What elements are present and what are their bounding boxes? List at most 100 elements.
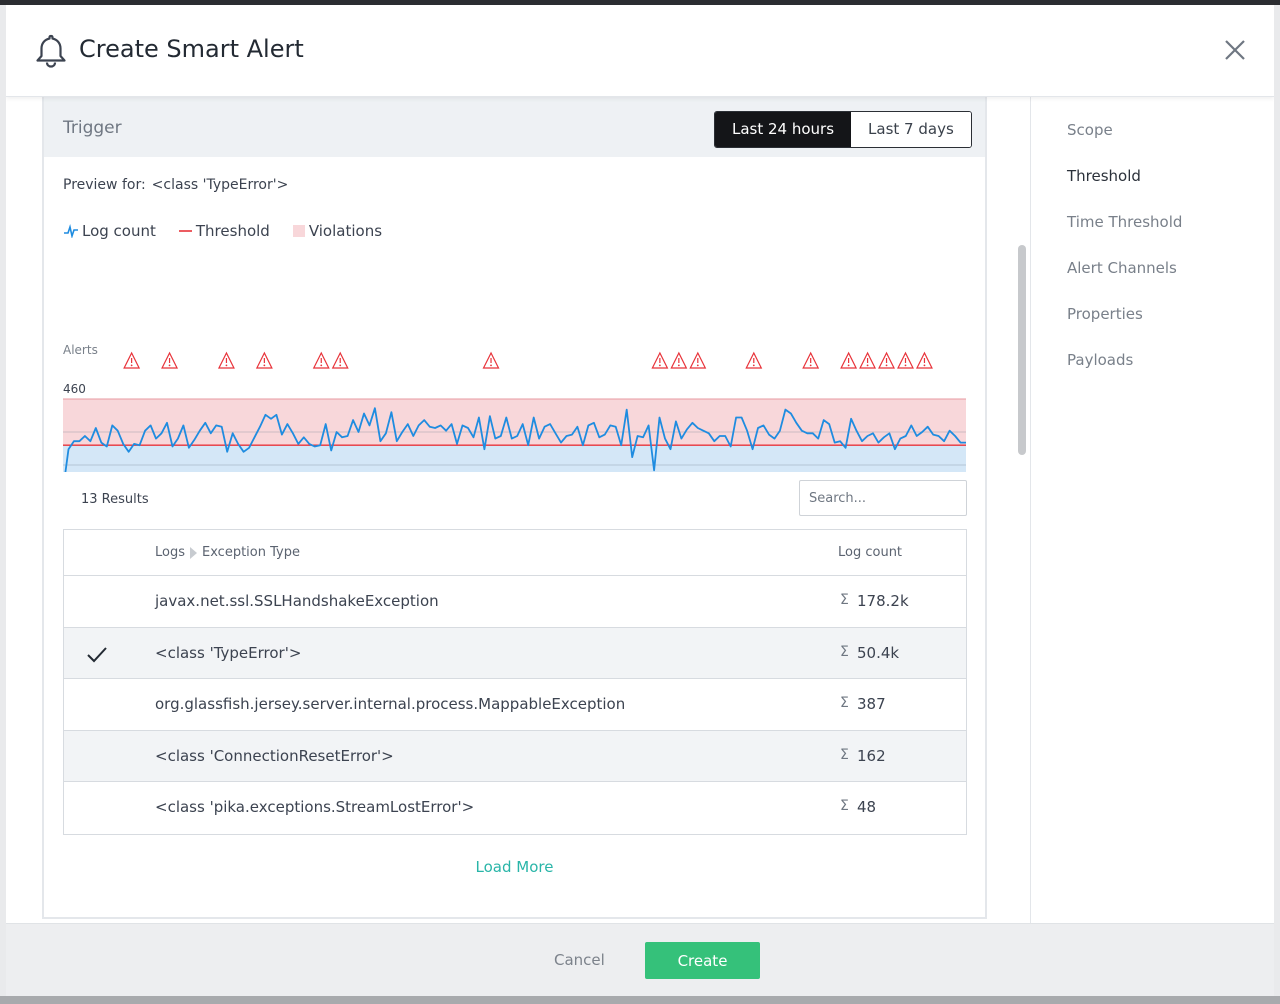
legend-threshold-label: Threshold <box>195 222 270 240</box>
alert-exclamation-dot <box>339 364 342 367</box>
legend-threshold[interactable]: Threshold <box>178 222 270 240</box>
scrollbar-thumb[interactable] <box>1018 245 1026 455</box>
alert-warning-icon <box>482 351 500 369</box>
modal-header: Create Smart Alert <box>6 5 1274 97</box>
log-count-line-icon <box>64 224 78 238</box>
alert-exclamation-dot <box>885 364 888 367</box>
alert-warning-icon <box>123 351 141 369</box>
alert-exclamation-dot <box>490 364 492 367</box>
alerts-row-label: Alerts <box>63 343 98 357</box>
nav-item-properties[interactable]: Properties <box>1067 305 1143 323</box>
alert-warning-icon <box>161 351 179 369</box>
table-header: Logs Exception Type Log count <box>64 530 966 576</box>
nav-item-threshold[interactable]: Threshold <box>1067 167 1141 185</box>
alert-exclamation-dot <box>225 364 228 367</box>
y-max-label: 460 <box>63 382 86 396</box>
alert-warning-icon <box>651 351 669 369</box>
chart-plot-area: 15:50:00Sep 1019:50:0023:50:0003:50:00Se… <box>63 351 966 472</box>
time-range-toggle: Last 24 hours Last 7 days <box>714 111 972 148</box>
alert-exclamation-dot <box>866 364 869 367</box>
backdrop-right-edge <box>1274 5 1280 1004</box>
alert-warning-icon <box>312 351 330 369</box>
row-log-count: 387 <box>857 695 886 714</box>
header-logs[interactable]: Logs <box>155 545 185 560</box>
legend-violations[interactable]: Violations <box>292 222 382 240</box>
alert-warning-icon <box>878 351 896 369</box>
alert-warning-icon <box>915 351 933 369</box>
alert-warning-icon <box>897 351 914 369</box>
alert-warning-icon <box>689 351 707 369</box>
alert-exclamation-dot <box>904 364 907 367</box>
backdrop-top-bar <box>0 0 1280 5</box>
chart-legend: Log count Threshold Violations <box>63 222 404 240</box>
violations-swatch-icon <box>292 225 305 237</box>
close-icon[interactable] <box>1222 37 1248 63</box>
header-breadcrumb: Logs Exception Type <box>155 545 300 560</box>
alert-exclamation-dot <box>752 364 755 367</box>
table-row[interactable]: <class 'pika.exceptions.StreamLostError'… <box>64 782 966 834</box>
header-exception-type: Exception Type <box>202 545 300 560</box>
preview-line: Preview for: <class 'TypeError'> <box>63 177 288 193</box>
alert-exclamation-dot <box>658 364 661 367</box>
nav-item-payloads[interactable]: Payloads <box>1067 351 1134 369</box>
preview-label: Preview for: <box>63 177 146 193</box>
trigger-section: Trigger Last 24 hours Last 7 days Previe… <box>6 97 1014 923</box>
header-log-count[interactable]: Log count <box>838 545 903 560</box>
alert-exclamation-dot <box>923 364 926 367</box>
alert-exclamation-dot <box>809 364 812 367</box>
search-input[interactable] <box>799 480 967 516</box>
alert-exclamation-dot <box>263 364 266 367</box>
table-row[interactable]: javax.net.ssl.SSLHandshakeException Σ 17… <box>64 576 966 628</box>
modal-footer: Cancel Create <box>6 923 1274 996</box>
sigma-icon: Σ <box>840 695 849 712</box>
alert-warning-icon <box>331 351 349 369</box>
alert-warning-icon <box>255 351 273 369</box>
create-smart-alert-modal: Create Smart Alert Trigger Last 24 hours… <box>6 5 1274 996</box>
row-log-count: 162 <box>857 746 886 765</box>
column-divider <box>1030 97 1031 923</box>
trigger-card-header: Trigger Last 24 hours Last 7 days <box>44 97 985 157</box>
results-count: 13 Results <box>81 492 149 507</box>
threshold-line-icon <box>178 230 192 232</box>
cancel-button[interactable]: Cancel <box>554 951 605 969</box>
breadcrumb-arrow-icon <box>190 546 197 559</box>
alert-warning-icon <box>859 351 877 369</box>
row-log-count: 50.4k <box>857 643 900 662</box>
legend-log-count[interactable]: Log count <box>63 222 156 240</box>
backdrop-bottom-edge <box>0 996 1280 1004</box>
trigger-title: Trigger <box>63 118 122 138</box>
row-exception-name: javax.net.ssl.SSLHandshakeException <box>155 592 439 610</box>
alert-exclamation-dot <box>130 364 133 367</box>
sigma-icon: Σ <box>840 643 849 660</box>
table-row[interactable]: org.glassfish.jersey.server.internal.pro… <box>64 679 966 731</box>
nav-item-alert-channels[interactable]: Alert Channels <box>1067 259 1177 277</box>
create-button[interactable]: Create <box>645 942 760 979</box>
alert-warning-icon <box>802 351 820 369</box>
legend-log-count-label: Log count <box>82 222 156 240</box>
alert-exclamation-dot <box>677 364 680 367</box>
range-last-24-hours-button[interactable]: Last 24 hours <box>715 112 852 147</box>
table-row[interactable]: <class 'ConnectionResetError'> Σ 162 <box>64 730 966 783</box>
sigma-icon: Σ <box>840 592 849 608</box>
load-more-link[interactable]: Load More <box>475 858 554 876</box>
alert-exclamation-dot <box>696 364 699 367</box>
step-navigation: Scope Threshold Time Threshold Alert Cha… <box>1067 121 1182 397</box>
trigger-card: Trigger Last 24 hours Last 7 days Previe… <box>42 97 987 919</box>
alert-exclamation-dot <box>847 364 850 367</box>
nav-item-time-threshold[interactable]: Time Threshold <box>1067 213 1183 231</box>
sigma-icon: Σ <box>840 746 849 763</box>
range-last-7-days-button[interactable]: Last 7 days <box>851 112 971 147</box>
nav-item-scope[interactable]: Scope <box>1067 121 1113 139</box>
alert-warning-icon <box>745 351 763 369</box>
row-exception-name: <class 'TypeError'> <box>155 643 302 662</box>
log-count-chart: Alerts 460 15:50:00Sep 1019:50:0023:50:0… <box>63 343 966 472</box>
alert-exclamation-dot <box>320 364 323 367</box>
row-exception-name: <class 'pika.exceptions.StreamLostError'… <box>155 798 475 817</box>
alert-warning-icon <box>840 351 858 369</box>
row-exception-name: org.glassfish.jersey.server.internal.pro… <box>155 695 626 714</box>
backdrop-left-edge <box>0 5 6 1004</box>
table-row-selected[interactable]: <class 'TypeError'> Σ 50.4k <box>64 627 966 680</box>
legend-violations-label: Violations <box>308 222 383 240</box>
checkmark-icon <box>87 646 107 663</box>
row-exception-name: <class 'ConnectionResetError'> <box>155 746 394 765</box>
